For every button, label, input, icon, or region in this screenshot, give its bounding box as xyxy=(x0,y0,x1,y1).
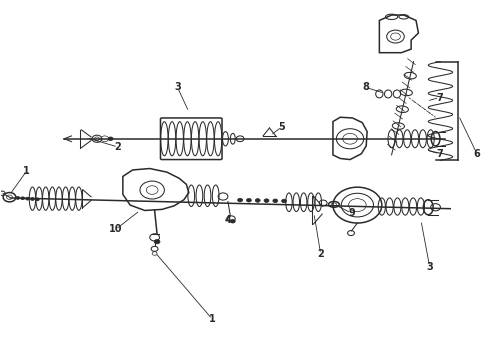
Text: 7: 7 xyxy=(436,149,443,159)
Text: 10: 10 xyxy=(109,225,122,234)
Circle shape xyxy=(154,239,160,244)
Circle shape xyxy=(108,137,113,140)
Circle shape xyxy=(21,197,24,200)
Circle shape xyxy=(255,199,260,202)
Text: 4: 4 xyxy=(224,215,231,225)
Circle shape xyxy=(238,198,243,202)
Circle shape xyxy=(30,198,34,201)
Circle shape xyxy=(264,199,269,202)
Text: 6: 6 xyxy=(474,149,481,159)
Circle shape xyxy=(16,197,20,199)
Circle shape xyxy=(25,197,29,200)
Text: 2: 2 xyxy=(115,142,122,152)
Circle shape xyxy=(35,198,39,201)
Text: 5: 5 xyxy=(278,122,285,132)
Circle shape xyxy=(273,199,278,203)
Text: 7: 7 xyxy=(436,93,443,103)
Circle shape xyxy=(246,198,251,202)
Text: 9: 9 xyxy=(348,208,355,218)
Text: 1: 1 xyxy=(23,166,30,176)
Circle shape xyxy=(230,220,235,223)
Text: 3: 3 xyxy=(426,262,433,272)
Circle shape xyxy=(282,199,287,203)
Text: 8: 8 xyxy=(363,82,369,93)
Text: 3: 3 xyxy=(174,82,181,93)
Text: 1: 1 xyxy=(209,314,216,324)
Text: 2: 2 xyxy=(318,249,324,259)
